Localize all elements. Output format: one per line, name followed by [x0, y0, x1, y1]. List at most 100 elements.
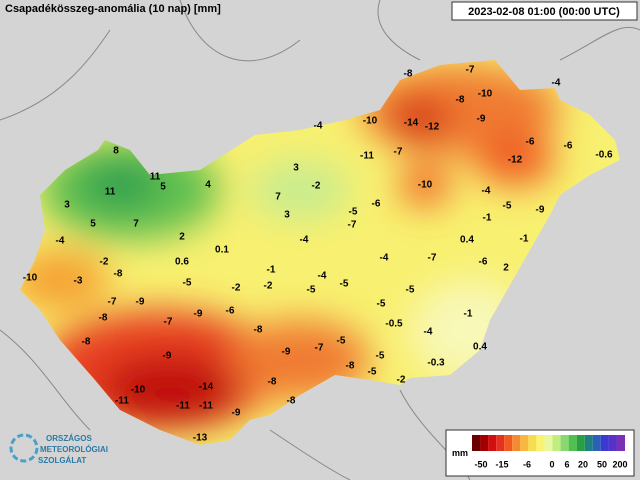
station-value: -8	[456, 95, 465, 106]
station-value: -5	[376, 351, 385, 362]
station-value: 0.4	[473, 342, 487, 353]
station-value: 11	[150, 172, 161, 183]
legend-swatch	[544, 435, 553, 451]
station-value: -9	[194, 309, 203, 320]
station-value: -13	[193, 433, 208, 444]
station-value: 2	[179, 232, 185, 243]
station-value: -4	[380, 253, 389, 264]
logo-text: ORSZÁGOS	[46, 434, 92, 443]
legend-swatch	[528, 435, 537, 451]
station-value: 11	[105, 187, 116, 198]
station-value: -5	[503, 201, 512, 212]
legend-label: 200	[612, 459, 627, 469]
legend-swatch	[560, 435, 569, 451]
station-value: -9	[477, 114, 486, 125]
station-value: -10	[478, 89, 493, 100]
station-value: -11	[115, 396, 129, 407]
station-value: 3	[293, 163, 299, 174]
station-value: -7	[108, 297, 117, 308]
station-value: -7	[428, 253, 437, 264]
station-value: -7	[466, 65, 475, 76]
station-value: -11	[176, 401, 190, 412]
station-value: 4	[205, 180, 211, 191]
station-value: -1	[267, 265, 276, 276]
station-value: -0.3	[427, 358, 445, 369]
station-value: -11	[360, 151, 374, 162]
station-value: -9	[536, 205, 545, 216]
legend-swatch	[584, 435, 593, 451]
station-value: 7	[275, 192, 281, 203]
station-value: -11	[199, 401, 213, 412]
station-value: -2	[397, 375, 406, 386]
station-value: -12	[508, 155, 523, 166]
station-value: 3	[284, 210, 290, 221]
legend-swatch	[496, 435, 505, 451]
station-value: 5	[90, 219, 96, 230]
station-value: -4	[482, 186, 491, 197]
legend-label: 6	[564, 459, 569, 469]
station-value: -4	[300, 235, 309, 246]
station-value: -10	[418, 180, 433, 191]
station-value: -4	[314, 121, 323, 132]
station-value: -4	[424, 327, 433, 338]
logo-text: METEOROLÓGIAI	[40, 445, 108, 454]
station-value: -5	[377, 299, 386, 310]
legend-swatch	[592, 435, 601, 451]
station-value: -2	[232, 283, 241, 294]
station-value: -0.5	[385, 319, 403, 330]
station-value: -5	[307, 285, 316, 296]
station-value: 8	[113, 146, 119, 157]
station-value: -6	[526, 137, 535, 148]
station-value: -0.6	[595, 150, 613, 161]
station-value: -5	[337, 336, 346, 347]
station-value: 7	[133, 219, 139, 230]
station-value: -5	[340, 279, 349, 290]
station-value: 0.4	[460, 235, 474, 246]
legend-label: 20	[578, 459, 588, 469]
station-value: -5	[349, 207, 358, 218]
timestamp: 2023-02-08 01:00 (00:00 UTC)	[468, 6, 620, 18]
legend-swatch	[536, 435, 545, 451]
legend-label: -50	[474, 459, 487, 469]
station-value: -6	[479, 257, 488, 268]
legend-swatch	[472, 435, 481, 451]
station-value: -9	[136, 297, 145, 308]
station-value: -2	[312, 181, 321, 192]
station-value: -8	[346, 361, 355, 372]
station-value: -6	[564, 141, 573, 152]
legend-label: -6	[523, 459, 531, 469]
station-value: -7	[315, 343, 324, 354]
station-value: -9	[282, 347, 291, 358]
station-value: -14	[199, 382, 214, 393]
legend-label: -15	[495, 459, 508, 469]
station-value: -4	[552, 78, 561, 89]
legend-swatch	[600, 435, 609, 451]
station-value: -10	[131, 385, 146, 396]
station-value: 0.1	[215, 245, 229, 256]
legend-swatch	[512, 435, 521, 451]
legend-swatch	[616, 435, 625, 451]
legend-swatch	[552, 435, 561, 451]
station-value: -3	[74, 276, 83, 287]
station-value: -8	[287, 396, 296, 407]
station-value: -6	[372, 199, 381, 210]
station-value: -4	[318, 271, 327, 282]
legend-swatch	[608, 435, 617, 451]
station-value: -8	[82, 337, 91, 348]
station-value: -8	[254, 325, 263, 336]
station-value: -7	[348, 220, 357, 231]
logo: ORSZÁGOS METEOROLÓGIAI SZOLGÁLAT	[9, 433, 108, 465]
station-value: 5	[160, 182, 166, 193]
title: Csapadékösszeg-anomália (10 nap) [mm]	[5, 3, 221, 15]
station-value: -9	[232, 408, 241, 419]
station-value: -8	[99, 313, 108, 324]
legend-swatch	[576, 435, 585, 451]
legend-unit: mm	[452, 448, 468, 458]
station-value: 0.6	[175, 257, 189, 268]
station-value: -2	[100, 257, 109, 268]
station-value: -14	[404, 118, 419, 129]
station-value: -7	[394, 147, 403, 158]
